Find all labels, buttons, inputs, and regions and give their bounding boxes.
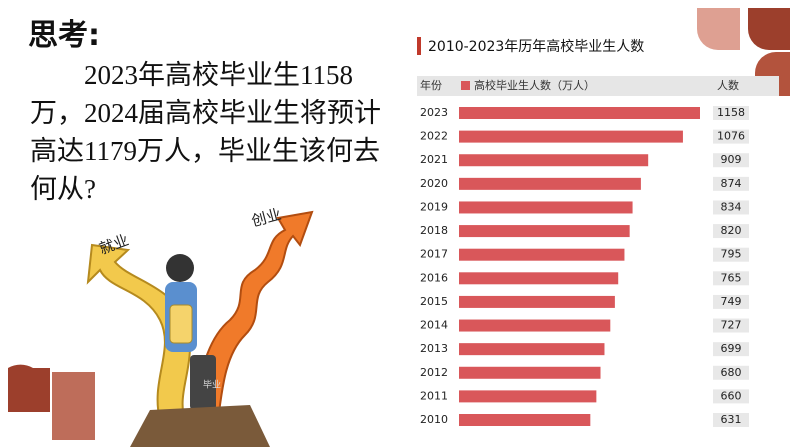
value-box xyxy=(713,176,749,191)
value-label: 909 xyxy=(721,153,742,166)
value-box xyxy=(713,106,749,120)
value-box xyxy=(713,200,749,215)
yellow-arrow xyxy=(86,243,191,421)
label: 毕业 xyxy=(203,379,221,391)
rows: 2023 1158 2022 1076 2021 909 2020 874 2019 834 201… xyxy=(420,106,749,427)
decor xyxy=(748,8,790,50)
bar xyxy=(459,390,597,403)
category-label: 2019 xyxy=(420,200,448,213)
value-box xyxy=(713,318,749,333)
value-label: 1158 xyxy=(717,106,745,119)
bar xyxy=(459,414,591,426)
legend-label: 高校毕业生人数（万人） xyxy=(474,78,595,92)
value-header: 人数 xyxy=(717,79,739,92)
category-label: 2013 xyxy=(420,342,448,355)
value-box xyxy=(713,247,749,262)
illustration: 就业 创业 毕业 xyxy=(86,205,314,447)
bar xyxy=(459,177,641,190)
backpack xyxy=(169,304,193,344)
paragraph: 2023年高校毕业生1158万，2024届高校毕业生将预计高达1179万人，毕业… xyxy=(30,60,381,204)
value-label: 765 xyxy=(721,271,742,284)
orange-arrow xyxy=(188,210,314,421)
bar xyxy=(459,295,615,308)
category-label: 2014 xyxy=(420,319,448,332)
value-box xyxy=(713,413,749,427)
bar xyxy=(459,272,619,285)
legend-swatch xyxy=(461,81,470,90)
category-label: 2016 xyxy=(420,271,448,284)
value-label: 834 xyxy=(721,200,742,213)
value-label: 660 xyxy=(721,389,742,402)
value-box xyxy=(713,365,749,380)
decor xyxy=(52,372,95,440)
title-marker xyxy=(417,37,421,55)
stones xyxy=(130,405,270,447)
decor xyxy=(697,8,740,50)
value-label: 1076 xyxy=(717,130,745,143)
category-label: 2017 xyxy=(420,248,448,261)
value-label: 795 xyxy=(721,248,742,261)
category-label: 2023 xyxy=(420,106,448,119)
value-label: 820 xyxy=(721,224,742,237)
bar xyxy=(459,343,605,356)
category-label: 2012 xyxy=(420,366,448,379)
bar xyxy=(459,154,649,167)
value-box xyxy=(713,389,749,404)
label: 就业 xyxy=(97,231,131,258)
value-label: 631 xyxy=(721,413,742,426)
suitcase xyxy=(190,355,216,410)
category-label: 2022 xyxy=(420,130,448,143)
bar xyxy=(459,107,700,119)
bar xyxy=(459,130,683,143)
header-row xyxy=(417,76,779,96)
value-box xyxy=(713,271,749,286)
value-label: 874 xyxy=(721,177,742,190)
value-label: 680 xyxy=(721,366,742,379)
chart-title: 2010-2023年历年高校毕业生人数 xyxy=(428,38,644,55)
value-box xyxy=(713,294,749,309)
heading: 思考: xyxy=(28,18,100,53)
category-label: 2010 xyxy=(420,413,448,426)
head xyxy=(166,254,194,282)
category-label: 2011 xyxy=(420,389,448,402)
bar xyxy=(459,248,625,261)
category-label: 2015 xyxy=(420,295,448,308)
bar xyxy=(459,225,630,238)
value-box xyxy=(713,129,749,144)
bar xyxy=(459,366,601,379)
bar xyxy=(459,201,633,214)
category-label: 2021 xyxy=(420,153,448,166)
value-label: 699 xyxy=(721,342,742,355)
value-box xyxy=(713,224,749,239)
decor xyxy=(8,364,50,412)
value-box xyxy=(713,342,749,357)
category-header: 年份 xyxy=(420,78,442,92)
value-label: 749 xyxy=(721,295,742,308)
category-label: 2018 xyxy=(420,224,448,237)
bar xyxy=(459,319,611,332)
value-label: 727 xyxy=(721,319,742,332)
label: 创业 xyxy=(250,205,284,230)
value-box xyxy=(713,153,749,168)
category-label: 2020 xyxy=(420,177,448,190)
